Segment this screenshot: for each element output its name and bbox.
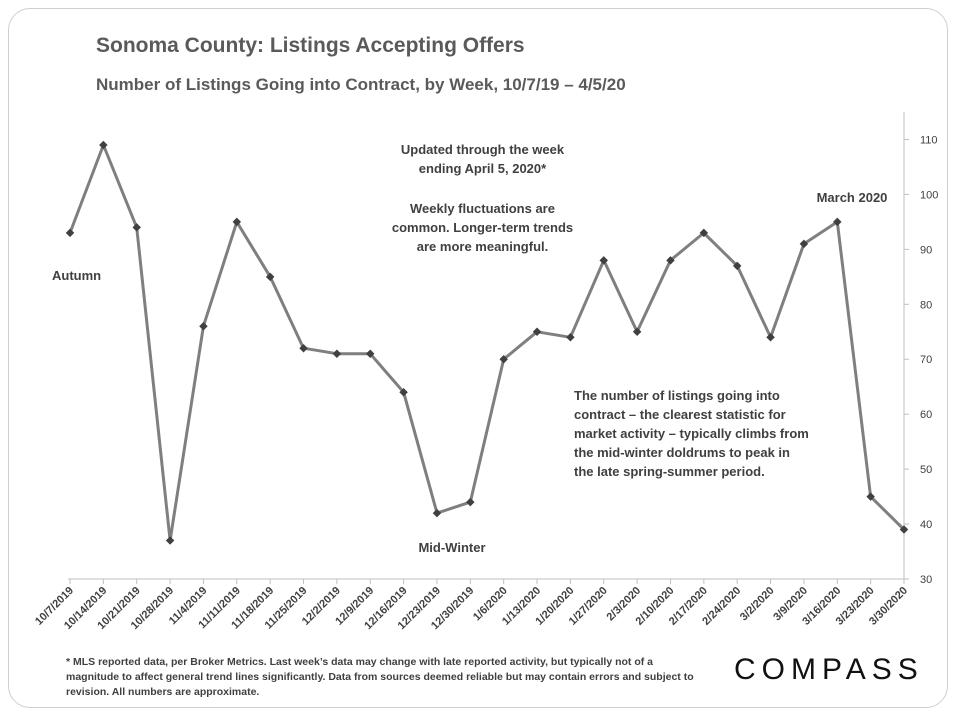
- data-point-marker: [65, 228, 75, 238]
- data-point-marker: [632, 327, 642, 337]
- chart-series: [65, 140, 909, 545]
- note-line: the late spring-summer period.: [574, 464, 765, 479]
- data-point-marker: [566, 333, 575, 342]
- note-line: are more meaningful.: [416, 239, 549, 254]
- note-fluctuations: Weekly fluctuations are common. Longer-t…: [370, 199, 595, 256]
- y-tick-label: 80: [920, 299, 932, 311]
- chart-annotation: Autumn: [52, 268, 101, 283]
- series-line: [68, 143, 906, 542]
- y-tick-label: 60: [920, 409, 932, 421]
- data-point-marker: [532, 327, 542, 337]
- note-line: The number of listings going into: [574, 388, 780, 403]
- note-line: market activity – typically climbs from: [574, 426, 809, 441]
- data-point-marker: [132, 223, 141, 232]
- data-point-marker: [466, 497, 475, 507]
- chart-axes: 3040506070809010011010/7/201910/14/20191…: [33, 112, 938, 632]
- compass-logo: COMPASS: [734, 653, 924, 686]
- note-line: Updated through the week: [400, 142, 565, 157]
- data-point-marker: [232, 217, 242, 227]
- y-tick-label: 100: [920, 189, 938, 201]
- data-point-marker: [599, 256, 609, 265]
- note-line: ending April 5, 2020*: [418, 161, 547, 176]
- chart-labels: Autumn Mid-Winter March 2020: [52, 190, 887, 555]
- data-point-marker: [899, 525, 909, 534]
- data-point-marker: [766, 333, 775, 342]
- data-point-marker: [866, 492, 875, 501]
- y-tick-label: 50: [920, 464, 932, 476]
- data-point-marker: [99, 140, 108, 150]
- note-updated: Updated through the week ending April 5,…: [380, 140, 585, 178]
- y-tick-label: 110: [920, 134, 938, 146]
- data-point-marker: [432, 508, 442, 518]
- data-point-marker: [199, 322, 208, 331]
- footnote: * MLS reported data, per Broker Metrics.…: [66, 656, 694, 698]
- data-point-marker: [666, 256, 675, 265]
- data-point-marker: [499, 354, 508, 364]
- y-tick-label: 40: [920, 519, 932, 531]
- data-point-marker: [332, 349, 342, 358]
- data-point-marker: [165, 536, 175, 545]
- chart-title: Sonoma County: Listings Accepting Offers: [96, 34, 525, 57]
- data-point-marker: [365, 349, 375, 358]
- chart-subtitle: Number of Listings Going into Contract, …: [96, 75, 626, 94]
- data-point-marker: [299, 344, 308, 353]
- y-tick-label: 90: [920, 244, 932, 256]
- note-market: The number of listings going into contra…: [574, 386, 844, 481]
- chart-annotation: March 2020: [817, 190, 888, 205]
- note-line: contract – the clearest statistic for: [574, 407, 786, 422]
- slide-frame: [8, 8, 948, 708]
- note-line: the mid-winter doldrums to peak in: [574, 445, 790, 460]
- data-point-marker: [265, 272, 275, 282]
- note-line: Weekly fluctuations are: [410, 201, 555, 216]
- data-point-marker: [732, 261, 742, 271]
- x-tick-label: 3/2/2020: [738, 585, 777, 624]
- data-point-marker: [399, 387, 408, 397]
- y-tick-label: 30: [920, 574, 932, 586]
- note-line: common. Longer-term trends: [391, 220, 574, 235]
- y-tick-label: 70: [920, 354, 932, 366]
- chart-annotation: Mid-Winter: [418, 540, 485, 555]
